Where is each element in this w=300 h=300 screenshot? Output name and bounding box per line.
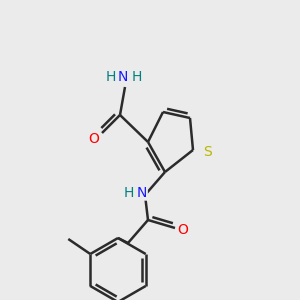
Text: H: H — [124, 186, 134, 200]
Text: S: S — [202, 145, 211, 159]
Text: N: N — [118, 70, 128, 84]
Text: H: H — [106, 70, 116, 84]
Text: N: N — [137, 186, 147, 200]
Text: H: H — [132, 70, 142, 84]
Text: O: O — [178, 223, 188, 237]
Text: O: O — [88, 132, 99, 146]
